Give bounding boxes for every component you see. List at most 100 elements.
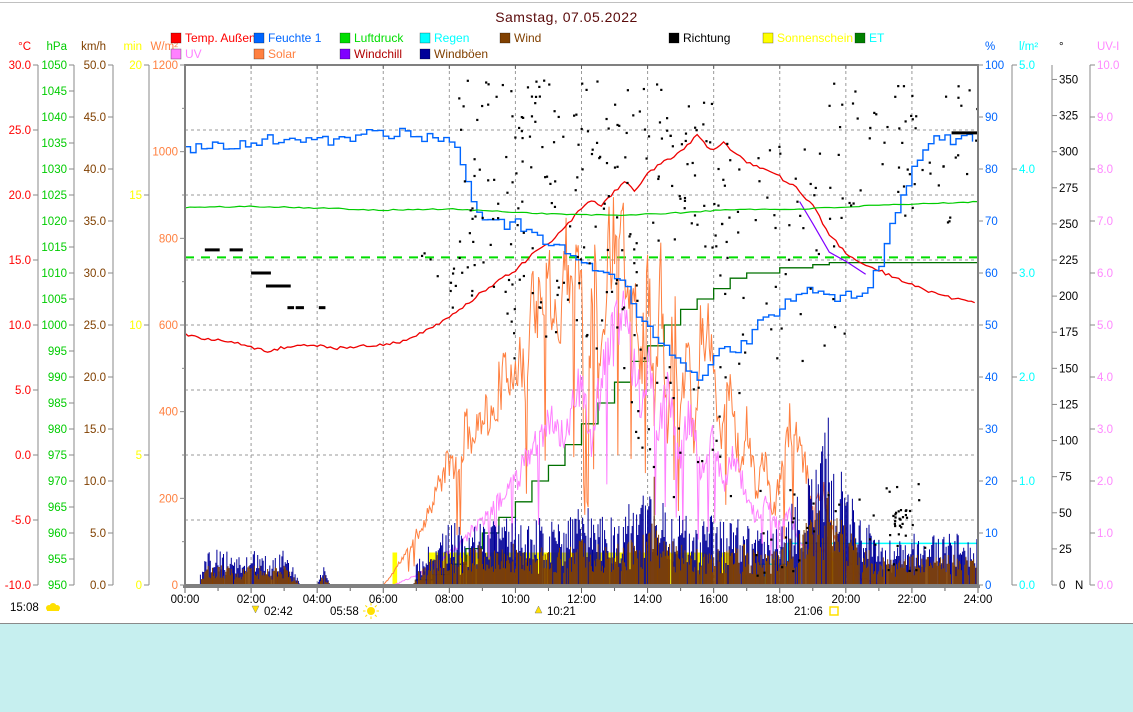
tick-label: 2.0	[1097, 476, 1113, 488]
weather-chart: -10.0-5.00.05.010.015.020.025.030.0°C950…	[0, 0, 1133, 621]
x-axis-labels: 00:0002:0004:0006:0008:0010:0012:0014:00…	[171, 594, 993, 606]
tick-label: 30.0	[9, 60, 31, 72]
legend-swatch-temp-au-en	[171, 33, 181, 43]
legend-item-windchill: Windchill	[340, 47, 402, 61]
legend-label: ET	[869, 31, 885, 45]
tick-label: 980	[48, 424, 67, 436]
tick-label: 10	[985, 528, 998, 540]
legend-item-uv: UV	[171, 47, 202, 61]
legend-item-richtung: Richtung	[669, 31, 730, 45]
tick-label: 1.0	[1019, 476, 1035, 488]
axis-unit-label: °	[1059, 41, 1064, 53]
tick-label: 1010	[41, 268, 67, 280]
legend-swatch-uv	[171, 49, 181, 59]
tick-label: 50	[985, 320, 998, 332]
tick-label: 1040	[41, 112, 67, 124]
temp-axis: -10.0-5.00.05.010.015.020.025.030.0°C	[5, 41, 38, 592]
marker-21-06: 21:06	[794, 606, 838, 618]
tick-label: 1035	[41, 138, 67, 150]
axis-unit-label: UV-I	[1097, 41, 1119, 53]
tick-label: 990	[48, 372, 67, 384]
tick-label: 0.0	[1019, 580, 1035, 592]
legend-swatch-wind	[500, 33, 510, 43]
legend-item-wind: Wind	[500, 31, 541, 45]
tick-label: 1050	[41, 60, 67, 72]
chart-legend: Temp. AußenFeuchte 1LuftdruckRegenWindRi…	[171, 31, 885, 61]
x-tick-label: 14:00	[633, 594, 662, 606]
tick-label: 3.0	[1019, 268, 1035, 280]
x-tick-label: 06:00	[369, 594, 398, 606]
tick-label: 30	[985, 424, 998, 436]
legend-swatch-regen	[420, 33, 430, 43]
tick-label: -10.0	[5, 580, 31, 592]
marker-time: 10:21	[547, 606, 576, 618]
legend-label: Regen	[434, 31, 469, 45]
tick-label: 300	[1059, 147, 1078, 159]
plot-grid	[185, 65, 978, 585]
tick-label: 325	[1059, 111, 1078, 123]
tick-label: 30.0	[84, 268, 106, 280]
tick-label: 995	[48, 346, 67, 358]
tick-label: 15.0	[9, 255, 31, 267]
tick-label: 225	[1059, 255, 1078, 267]
legend-label: Luftdruck	[354, 31, 404, 45]
legend-swatch-richtung	[669, 33, 679, 43]
tick-label: 0	[1059, 580, 1065, 592]
sunshine-axis: 05101520min	[123, 41, 149, 592]
tick-label: 20.0	[9, 190, 31, 202]
tick-label: 350	[1059, 74, 1078, 86]
legend-label: Solar	[268, 47, 296, 61]
tick-label: 0.0	[90, 580, 106, 592]
x-tick-label: 20:00	[831, 594, 860, 606]
legend-label: Sonnenschein	[777, 31, 853, 45]
tick-label: 175	[1059, 327, 1078, 339]
stats-table	[0, 623, 1133, 712]
x-tick-label: 16:00	[699, 594, 728, 606]
tick-label: -5.0	[11, 515, 31, 527]
tick-label: 20	[129, 60, 142, 72]
tick-label: 250	[1059, 219, 1078, 231]
x-tick-label: 24:00	[964, 594, 993, 606]
tick-label: 800	[159, 233, 178, 245]
axis-unit-label: km/h	[81, 41, 106, 53]
tick-label: 950	[48, 580, 67, 592]
series-richtung	[205, 80, 979, 577]
x-tick-label: 10:00	[501, 594, 530, 606]
tick-label: 1.0	[1097, 528, 1113, 540]
legend-swatch-windb-en	[420, 49, 430, 59]
series-solar	[185, 197, 977, 585]
tick-label: 40	[985, 372, 998, 384]
tick-label: 100	[985, 60, 1004, 72]
legend-label: Temp. Außen	[185, 31, 256, 45]
tick-label: 1005	[41, 294, 67, 306]
legend-label: Windböen	[434, 47, 488, 61]
tick-label: 150	[1059, 363, 1078, 375]
wind-axis: 0.05.010.015.020.025.030.035.040.045.050…	[81, 41, 113, 592]
tick-label: 0	[136, 580, 142, 592]
tick-label: 50	[1059, 508, 1072, 520]
tick-label: 20	[985, 476, 998, 488]
tick-label: 10.0	[84, 476, 106, 488]
legend-label: UV	[185, 47, 202, 61]
tick-label: 965	[48, 502, 67, 514]
legend-swatch-luftdruck	[340, 33, 350, 43]
direction-axis: 0255075100125150175200225250275300325350…	[1052, 41, 1083, 592]
legend-swatch-sonnenschein	[763, 33, 773, 43]
tick-label: 0	[172, 580, 178, 592]
x-tick-label: 08:00	[435, 594, 464, 606]
tick-label: 10	[129, 320, 142, 332]
tick-label: 5.0	[15, 385, 31, 397]
north-label: N	[1075, 580, 1083, 592]
solar-axis: 020040060080010001200W/m²	[151, 41, 185, 592]
tick-label: 10.0	[9, 320, 31, 332]
x-tick-label: 04:00	[303, 594, 332, 606]
sunrise-icon	[367, 607, 375, 615]
tick-label: 1025	[41, 190, 67, 202]
tick-label: 975	[48, 450, 67, 462]
x-tick-label: 02:00	[237, 594, 266, 606]
legend-item-temp-au-en: Temp. Außen	[171, 31, 256, 45]
moon-up-icon	[535, 606, 542, 613]
tick-label: 125	[1059, 399, 1078, 411]
legend-item-windb-en: Windböen	[420, 47, 488, 61]
tick-label: 5.0	[1019, 60, 1035, 72]
